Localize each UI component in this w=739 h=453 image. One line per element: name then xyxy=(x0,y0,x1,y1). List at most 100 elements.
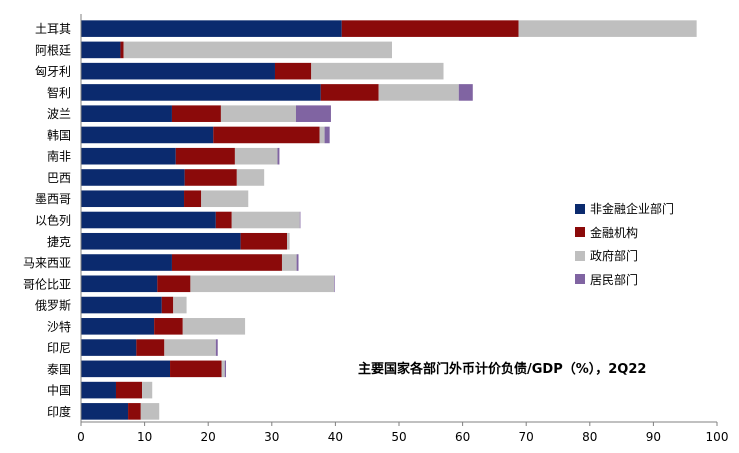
category-label: 哥伦比亚 xyxy=(23,276,71,291)
legend-label: 金融机构 xyxy=(590,225,639,240)
bar-segment xyxy=(236,169,265,186)
bar-segment xyxy=(234,147,278,165)
category-label: 波兰 xyxy=(47,107,71,121)
chart-annotation: 主要国家各部门外币计价负债/GDP（%），2Q22 xyxy=(358,362,647,377)
bar-segment xyxy=(299,211,301,229)
category-labels: 土耳其阿根廷匈牙利智利波兰韩国南非巴西墨西哥以色列捷克马来西亚哥伦比亚俄罗斯沙特… xyxy=(23,22,71,419)
category-label: 墨西哥 xyxy=(35,192,71,206)
bar-segment xyxy=(81,339,137,356)
bar-segment xyxy=(161,296,174,314)
bar-segment xyxy=(295,105,331,122)
legend-item: 非金融企业部门 xyxy=(575,197,674,221)
bar-segment xyxy=(220,105,296,122)
category-label: 俄罗斯 xyxy=(35,299,71,313)
category-label: 巴西 xyxy=(47,171,71,185)
category-label: 沙特 xyxy=(47,319,71,334)
bar-segment xyxy=(518,20,697,37)
x-tick-label: 10 xyxy=(137,430,152,444)
bar-segment xyxy=(115,381,143,399)
category-label: 阿根廷 xyxy=(35,43,71,57)
category-label: 南非 xyxy=(47,149,71,164)
bar-segment xyxy=(81,232,241,250)
bar-segment xyxy=(287,232,290,250)
legend: 非金融企业部门 金融机构 政府部门 居民部门 xyxy=(575,197,674,291)
category-label: 泰国 xyxy=(47,362,71,376)
bar-segment xyxy=(81,169,185,186)
bar-segment xyxy=(215,211,232,229)
bar-segment xyxy=(81,41,121,59)
bar-segment xyxy=(171,105,221,122)
bar-segment xyxy=(334,275,335,293)
bar-segment xyxy=(296,254,299,271)
legend-item: 金融机构 xyxy=(575,221,674,245)
category-label: 印尼 xyxy=(47,341,71,355)
category-label: 马来西亚 xyxy=(23,256,71,270)
bar-segment xyxy=(157,275,191,293)
bar-segment xyxy=(175,147,235,165)
bar-segment xyxy=(140,403,160,420)
bar-segment xyxy=(81,84,321,101)
bar-segment xyxy=(81,254,172,271)
legend-swatch xyxy=(575,250,585,261)
bar-segment xyxy=(281,254,297,271)
bar-segment xyxy=(81,105,172,122)
category-label: 以色列 xyxy=(35,214,71,228)
x-tick-label: 70 xyxy=(519,430,534,444)
bar-segment xyxy=(231,211,300,229)
bar-segment xyxy=(182,318,246,335)
bar-segment xyxy=(324,126,330,144)
x-tick-label: 50 xyxy=(391,430,406,444)
category-label: 中国 xyxy=(47,383,71,398)
bar-segment xyxy=(274,62,312,80)
x-tick-label: 80 xyxy=(582,430,597,444)
bar-segment xyxy=(184,190,202,208)
bar-segment xyxy=(319,126,325,144)
x-tick-label: 0 xyxy=(77,430,85,444)
category-label: 捷克 xyxy=(47,235,71,249)
bar-segment xyxy=(81,275,158,293)
bar-segment xyxy=(221,360,225,378)
legend-item: 政府部门 xyxy=(575,244,674,268)
bar-segment xyxy=(215,339,218,356)
bar-segment xyxy=(171,254,282,271)
category-label: 匈牙利 xyxy=(35,65,71,79)
category-label: 印度 xyxy=(47,404,71,419)
bar-segment xyxy=(81,62,275,80)
x-tick-label: 40 xyxy=(328,430,343,444)
x-tick-label: 100 xyxy=(706,430,729,444)
bar-segment xyxy=(201,190,249,208)
category-label: 智利 xyxy=(47,85,71,100)
bar-segment xyxy=(81,20,342,37)
x-tick-label: 90 xyxy=(646,430,661,444)
legend-label: 居民部门 xyxy=(590,272,639,287)
bar-segment xyxy=(378,84,459,101)
bar-segment xyxy=(173,296,187,314)
legend-swatch xyxy=(575,203,585,214)
legend-label: 非金融企业部门 xyxy=(590,202,675,217)
bar-segment xyxy=(81,211,216,229)
bar-segment xyxy=(184,169,237,186)
legend-item: 居民部门 xyxy=(575,268,674,292)
x-tick-label: 20 xyxy=(201,430,216,444)
bar-segment xyxy=(128,403,141,420)
bar-segment xyxy=(164,339,216,356)
bar-segment xyxy=(81,381,116,399)
bar-segment xyxy=(240,232,288,250)
x-tick-label: 30 xyxy=(264,430,279,444)
bar-segment xyxy=(81,360,171,378)
bar-segment xyxy=(81,190,185,208)
bar-segment xyxy=(458,84,473,101)
bar-segment xyxy=(81,147,176,165)
bar-segment xyxy=(136,339,165,356)
x-axis: 0 10 20 30 40 50 60 70 80 90 100 xyxy=(77,14,728,444)
legend-swatch xyxy=(575,274,585,285)
bar-segment xyxy=(120,41,124,59)
bar-segment xyxy=(142,381,153,399)
bars-group xyxy=(81,20,697,420)
bar-segment xyxy=(190,275,335,293)
bar-segment xyxy=(123,41,393,59)
bar-segment xyxy=(81,126,214,144)
bar-segment xyxy=(311,62,444,80)
legend-label: 政府部门 xyxy=(590,249,639,264)
